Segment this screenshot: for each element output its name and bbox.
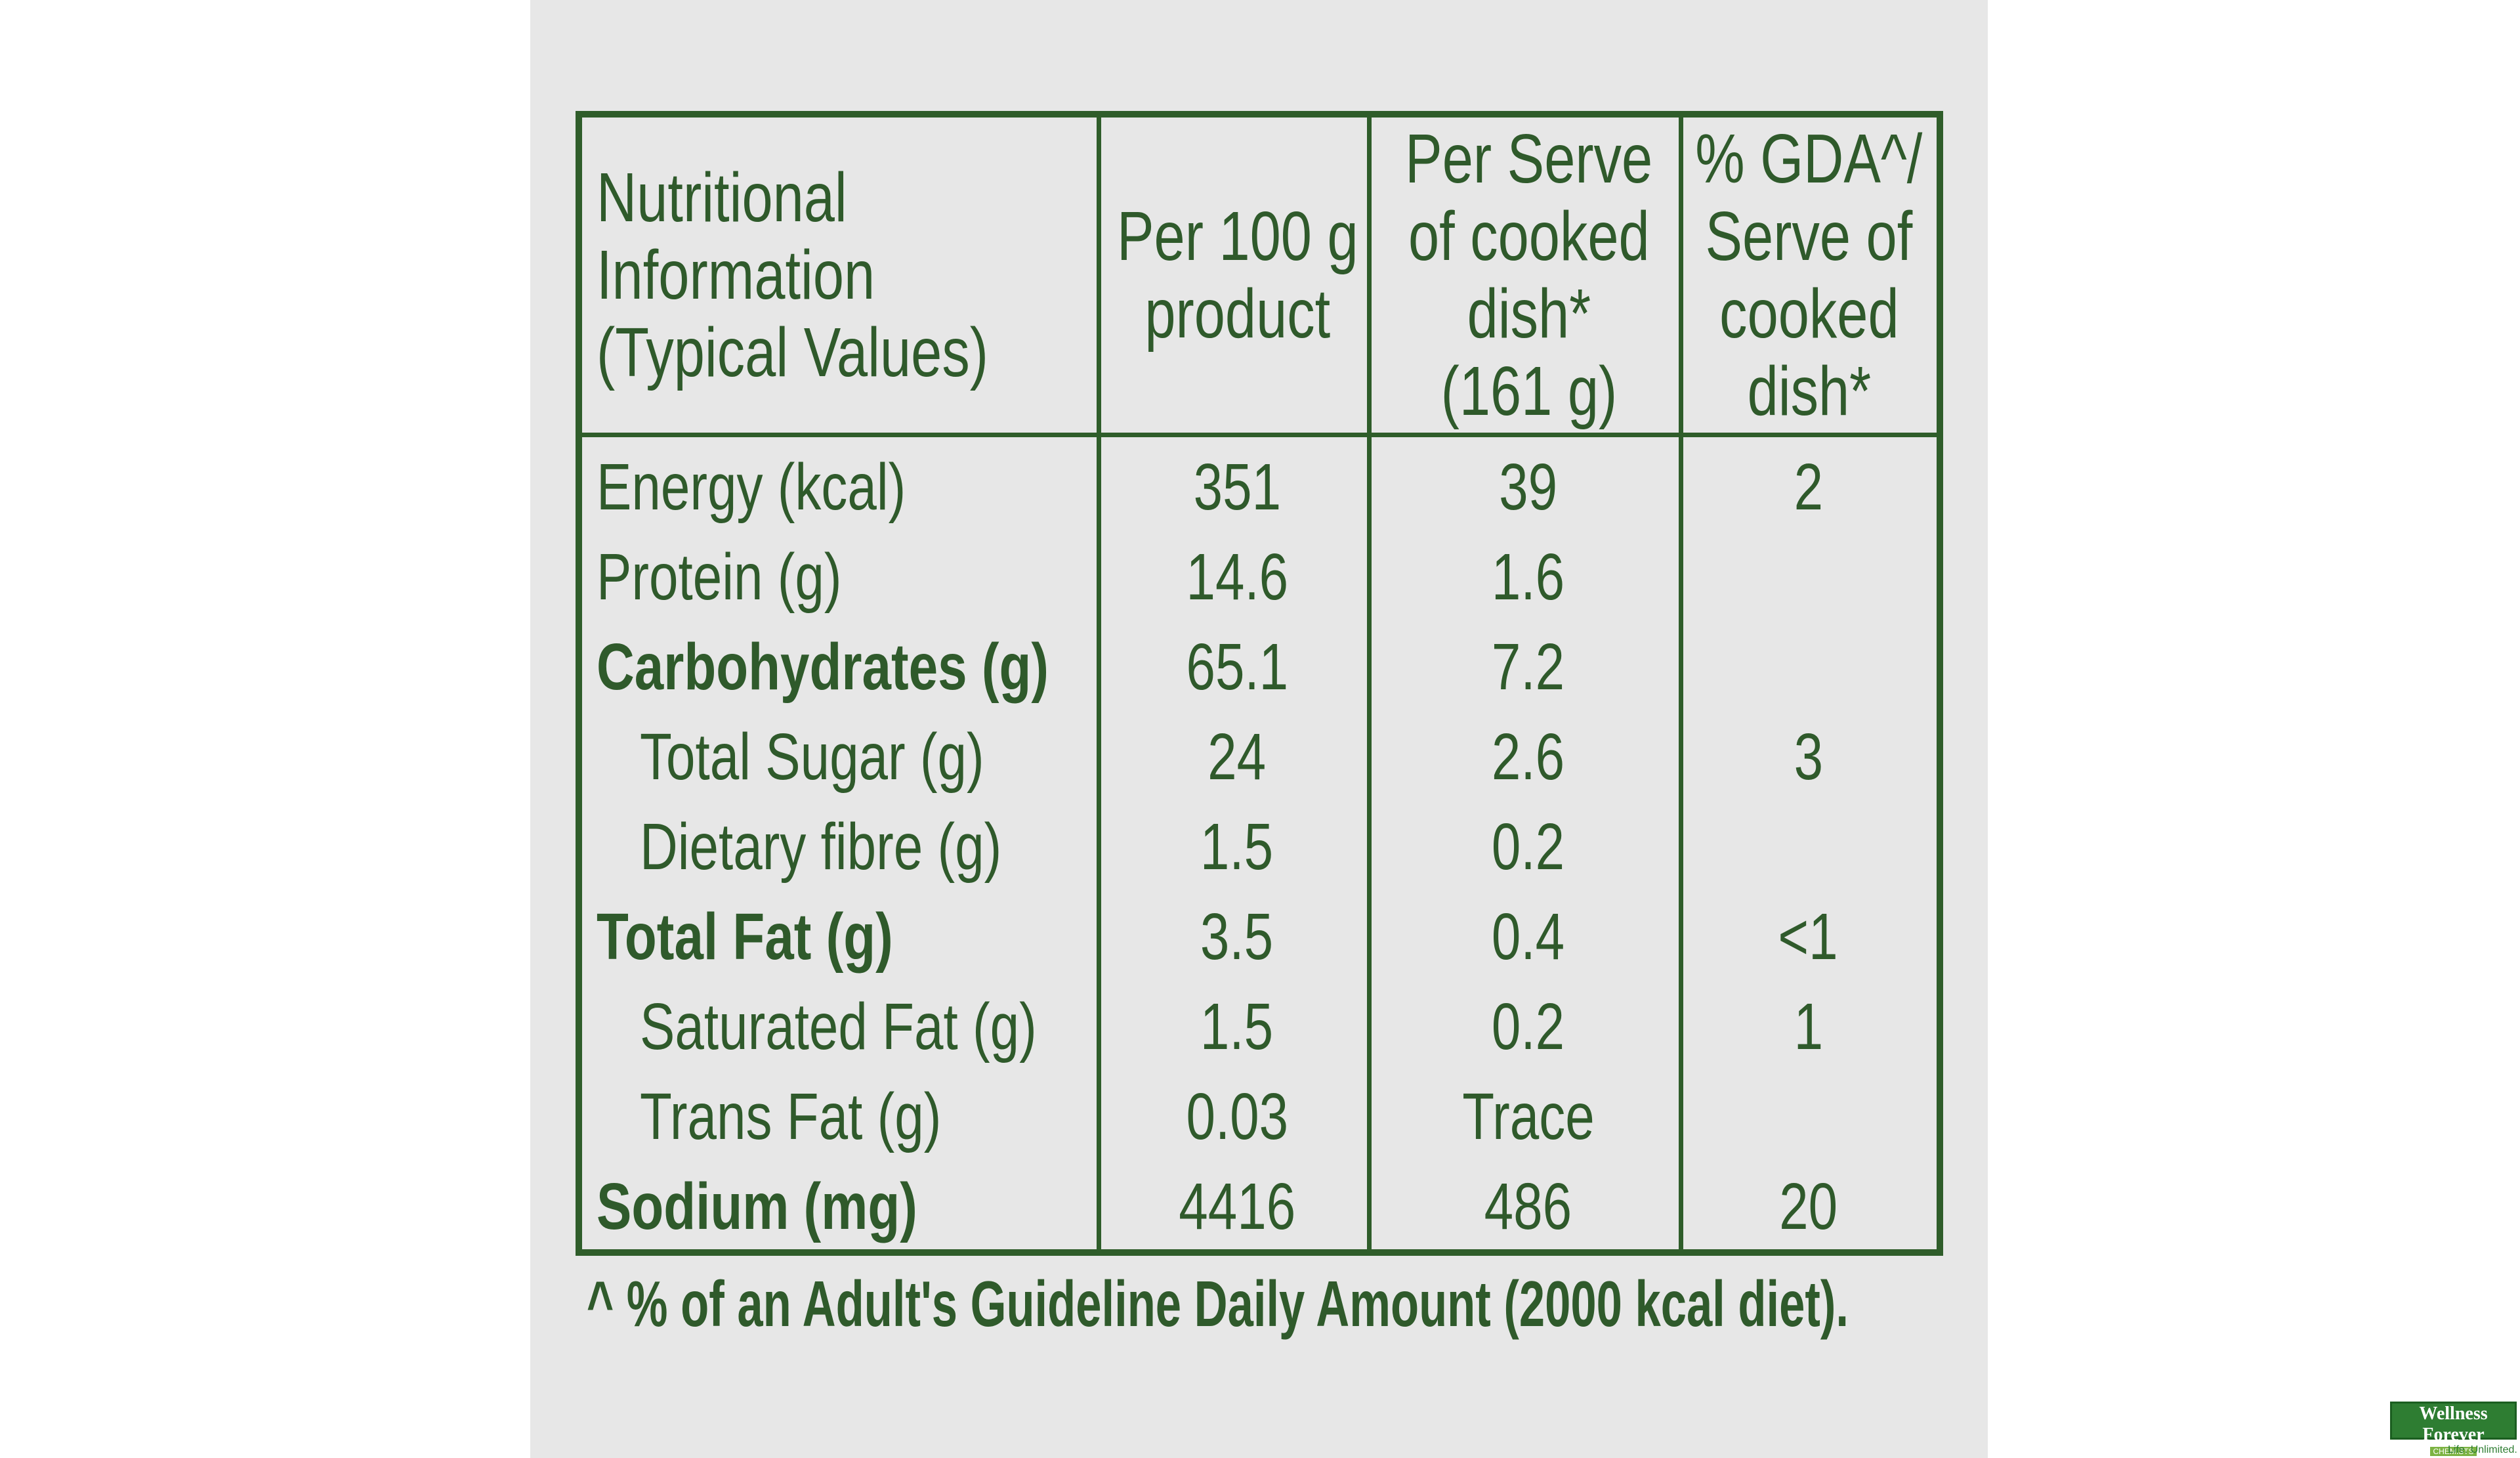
- value-cell: 2: [1688, 442, 1929, 532]
- header-cell: Per Serve of cooked dish* (161 g): [1376, 118, 1681, 433]
- row-label: Saturated Fat (g): [582, 981, 1098, 1071]
- row-label: Total Fat (g): [582, 891, 1098, 981]
- cell-text: Trace: [1461, 1079, 1595, 1153]
- value-cell: 0.4: [1376, 891, 1680, 981]
- row-label: Dietary fibre (g): [582, 802, 1098, 891]
- cell-text: 2: [1794, 450, 1823, 524]
- cell-text: Saturated Fat (g): [640, 989, 1037, 1063]
- value-cell: 7.2: [1376, 622, 1680, 712]
- value-cell: 24: [1106, 712, 1368, 802]
- cell-text: 351: [1193, 450, 1281, 524]
- logo-sub: CHEMISTS: [2430, 1447, 2477, 1456]
- row-label: Sodium (mg): [582, 1161, 1098, 1251]
- value-cell: 351: [1106, 442, 1368, 532]
- row-label: Carbohydrates (g): [582, 622, 1098, 712]
- logo-name: Wellness Forever: [2419, 1404, 2488, 1445]
- cell-text: Dietary fibre (g): [640, 809, 1002, 884]
- cell-text: 20: [1778, 1169, 1838, 1243]
- logo-tagline: Life. Unlimited.: [2448, 1444, 2517, 1455]
- value-cell: 1.6: [1376, 532, 1680, 622]
- cell-text: Carbohydrates (g): [597, 630, 1049, 704]
- row-label: Trans Fat (g): [582, 1071, 1098, 1161]
- header-line: (Typical Values): [597, 314, 988, 391]
- header-cell: % GDA^/Serve of cooked dish*: [1688, 118, 1930, 433]
- cell-text: 2.6: [1491, 719, 1565, 794]
- cell-text: 1.5: [1200, 989, 1274, 1063]
- cell-text: 3: [1794, 719, 1823, 794]
- cell-text: Trans Fat (g): [640, 1079, 942, 1153]
- nutrition-table: Nutritional Information (Typical Values) Pe…: [576, 111, 1943, 1256]
- header-rule: [582, 433, 1937, 437]
- column-rule: [1097, 118, 1101, 1249]
- cell-text: 0.2: [1491, 809, 1565, 884]
- footnote: ^ % of an Adult's Guideline Daily Amount…: [587, 1268, 1849, 1340]
- cell-text: Sodium (mg): [597, 1169, 917, 1243]
- value-cell: 1: [1688, 981, 1929, 1071]
- header-cell: Per 100 g product: [1106, 118, 1370, 433]
- header-line: Nutritional: [597, 159, 847, 236]
- value-cell: 2.6: [1376, 712, 1680, 802]
- cell-text: <1: [1778, 899, 1839, 974]
- value-cell: 3.5: [1106, 891, 1368, 981]
- value-cell: 1.5: [1106, 981, 1368, 1071]
- header-line: dish*: [1747, 353, 1871, 430]
- label-panel: [530, 0, 1988, 1458]
- cell-text: 1.6: [1491, 540, 1565, 614]
- header-line: of cooked: [1408, 198, 1650, 275]
- column-rule: [1367, 118, 1372, 1249]
- cell-text: 3.5: [1200, 899, 1274, 974]
- value-cell: 20: [1688, 1161, 1929, 1251]
- cell-text: 0.03: [1186, 1079, 1288, 1153]
- value-cell: 486: [1376, 1161, 1680, 1251]
- header-line: product: [1144, 275, 1331, 353]
- header-line: Serve of: [1705, 198, 1913, 275]
- cell-text: 14.6: [1186, 540, 1288, 614]
- value-cell: <1: [1688, 891, 1929, 981]
- cell-text: 65.1: [1186, 630, 1288, 704]
- cell-text: 7.2: [1491, 630, 1565, 704]
- cell-text: Protein (g): [597, 540, 842, 614]
- cell-text: 486: [1484, 1169, 1572, 1243]
- cell-text: Energy (kcal): [597, 450, 906, 524]
- value-cell: Trace: [1376, 1071, 1680, 1161]
- header-line: Per Serve: [1404, 120, 1653, 198]
- cell-text: 24: [1208, 719, 1267, 794]
- value-cell: 39: [1376, 442, 1680, 532]
- value-cell: 0.2: [1376, 802, 1680, 891]
- header-line: (161 g): [1440, 353, 1617, 430]
- header-line: % GDA^/: [1695, 120, 1923, 198]
- row-label: Total Sugar (g): [582, 712, 1098, 802]
- cell-text: 4416: [1179, 1169, 1295, 1243]
- row-label: Protein (g): [582, 532, 1098, 622]
- value-cell: 0.2: [1376, 981, 1680, 1071]
- logo: Wellness Forever CHEMISTS: [2390, 1402, 2517, 1456]
- header-line: Per 100 g: [1117, 198, 1358, 275]
- cell-text: 0.4: [1491, 899, 1565, 974]
- header-line: dish*: [1467, 275, 1591, 353]
- value-cell: 14.6: [1106, 532, 1368, 622]
- header-line: cooked: [1719, 275, 1899, 353]
- value-cell: 3: [1688, 712, 1929, 802]
- cell-text: 0.2: [1491, 989, 1565, 1063]
- value-cell: 1.5: [1106, 802, 1368, 891]
- cell-text: 1: [1794, 989, 1823, 1063]
- value-cell: 0.03: [1106, 1071, 1368, 1161]
- column-rule: [1679, 118, 1683, 1249]
- cell-text: 39: [1498, 450, 1557, 524]
- cell-text: Total Sugar (g): [640, 719, 984, 794]
- value-cell: 65.1: [1106, 622, 1368, 712]
- row-label: Energy (kcal): [582, 442, 1098, 532]
- value-cell: 4416: [1106, 1161, 1368, 1251]
- header-line: Information: [597, 236, 875, 314]
- cell-text: 1.5: [1200, 809, 1274, 884]
- cell-text: Total Fat (g): [597, 899, 893, 974]
- header-cell: Nutritional Information (Typical Values): [582, 118, 1099, 433]
